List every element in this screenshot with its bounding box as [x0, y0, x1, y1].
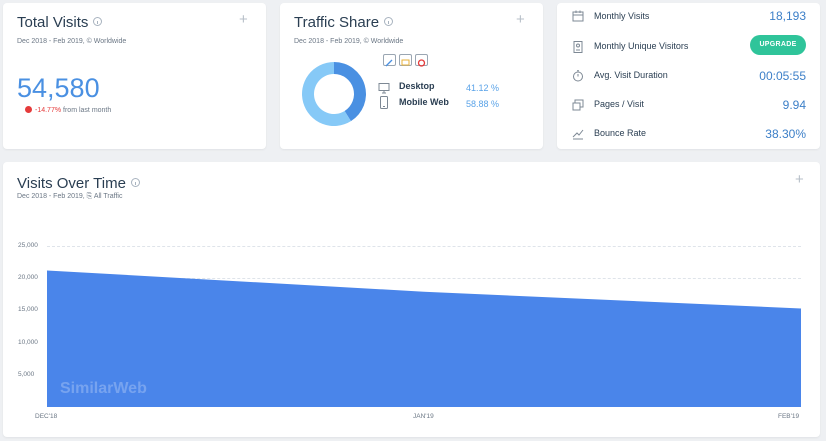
- stat-visit-duration: Avg. Visit Duration 00:05:55: [557, 61, 822, 90]
- total-visits-value: 54,580: [17, 73, 100, 103]
- stat-label: Pages / Visit: [594, 99, 644, 109]
- add-widget-button[interactable]: +: [516, 11, 525, 28]
- info-icon[interactable]: [384, 17, 394, 26]
- visits-area-series[interactable]: [47, 270, 801, 407]
- pencil-icon[interactable]: [383, 54, 396, 67]
- add-widget-button[interactable]: +: [795, 171, 804, 188]
- total-visits-title: Total Visits: [17, 14, 103, 31]
- stat-bounce-rate: Bounce Rate 38.30%: [557, 119, 822, 148]
- trend-icon: [572, 129, 584, 140]
- stopwatch-icon: [573, 70, 583, 82]
- desktop-icon: [378, 81, 390, 99]
- y-tick-label: 25,000: [18, 242, 38, 249]
- traffic-share-card: Traffic Share Dec 2018 - Feb 2019, © Wor…: [280, 3, 543, 149]
- comment-icon[interactable]: [399, 54, 412, 66]
- stat-pages-per-visit: Pages / Visit 9.94: [557, 90, 822, 119]
- info-icon[interactable]: [93, 17, 103, 26]
- donut-slice-desktop[interactable]: [334, 62, 366, 122]
- stat-value: 9.94: [782, 98, 806, 112]
- traffic-share-subtitle: Dec 2018 - Feb 2019, © Worldwide: [294, 38, 404, 45]
- mobile-percent: 58.88 %: [466, 99, 500, 109]
- y-tick-label: 15,000: [18, 306, 38, 314]
- stat-label: Bounce Rate: [594, 128, 647, 138]
- change-percent: -14.77%: [35, 107, 62, 114]
- mobile-label: Mobile Web: [399, 97, 449, 107]
- similarweb-watermark: SimilarWeb: [60, 380, 147, 397]
- engagement-stats-card: Monthly Visits 18,193 Monthly Unique Vis…: [557, 3, 820, 149]
- total-visits-subtitle: Dec 2018 - Feb 2019, © Worldwide: [17, 38, 127, 45]
- gridline: [47, 278, 801, 280]
- stat-label: Avg. Visit Duration: [594, 70, 668, 80]
- add-widget-button[interactable]: +: [239, 11, 248, 28]
- donut-slice-mobile-web[interactable]: [302, 62, 351, 126]
- stat-value: 38.30%: [765, 127, 806, 141]
- stat-label: Monthly Visits: [594, 11, 650, 21]
- stat-value: 18,193: [769, 9, 806, 23]
- desktop-percent: 41.12 %: [466, 83, 500, 93]
- info-icon[interactable]: [130, 178, 140, 187]
- traffic-share-donut: [302, 62, 366, 126]
- visits-over-time-subtitle: Dec 2018 - Feb 2019, ⎘ All Traffic: [17, 193, 123, 200]
- total-visits-card: Total Visits Dec 2018 - Feb 2019, © Worl…: [3, 3, 266, 149]
- visits-over-time-title: Visits Over Time: [17, 175, 140, 192]
- change-indicator: -14.77% from last month: [25, 106, 111, 114]
- mobile-icon: [378, 96, 390, 114]
- change-suffix: from last month: [63, 107, 112, 114]
- x-tick-label: JAN'19: [413, 413, 434, 420]
- upgrade-button[interactable]: UPGRADE: [750, 35, 806, 55]
- traffic-share-title: Traffic Share: [294, 14, 394, 31]
- desktop-label: Desktop: [399, 81, 435, 91]
- down-arrow-icon: [25, 106, 32, 113]
- id-card-icon: [573, 41, 583, 53]
- y-tick-label: 10,000: [18, 338, 38, 346]
- y-tick-label: 5,000: [18, 370, 35, 378]
- gridline: [47, 246, 801, 247]
- pages-icon: [572, 99, 584, 111]
- stat-monthly-visits: Monthly Visits 18,193: [557, 3, 822, 32]
- calendar-icon: [572, 10, 584, 22]
- x-tick-label: DEC'18: [35, 413, 58, 420]
- stat-label: Monthly Unique Visitors: [594, 41, 689, 51]
- stat-value: 00:05:55: [759, 69, 806, 83]
- y-tick-label: 20,000: [18, 274, 38, 282]
- x-tick-label: FEB'19: [778, 413, 800, 420]
- google-icon[interactable]: [415, 54, 428, 67]
- stat-unique-visitors: Monthly Unique Visitors UPGRADE: [557, 32, 822, 61]
